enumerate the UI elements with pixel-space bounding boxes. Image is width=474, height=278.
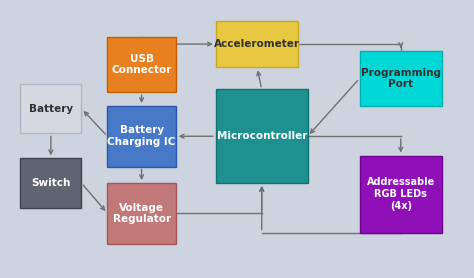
FancyBboxPatch shape — [20, 158, 82, 208]
FancyBboxPatch shape — [108, 106, 176, 167]
Text: Battery: Battery — [29, 104, 73, 114]
Text: Accelerometer: Accelerometer — [214, 39, 300, 49]
FancyBboxPatch shape — [20, 84, 82, 133]
Text: USB
Connector: USB Connector — [111, 54, 172, 76]
FancyBboxPatch shape — [108, 37, 176, 92]
FancyBboxPatch shape — [216, 21, 298, 68]
Text: Programming
Port: Programming Port — [361, 68, 441, 89]
Text: Microcontroller: Microcontroller — [217, 131, 307, 141]
Text: Addressable
RGB LEDs
(4x): Addressable RGB LEDs (4x) — [366, 177, 435, 211]
Text: Voltage
Regulator: Voltage Regulator — [112, 202, 171, 224]
FancyBboxPatch shape — [359, 155, 442, 233]
FancyBboxPatch shape — [108, 183, 176, 244]
FancyBboxPatch shape — [216, 90, 308, 183]
Text: Switch: Switch — [31, 178, 71, 188]
FancyBboxPatch shape — [359, 51, 442, 106]
Text: Battery
Charging IC: Battery Charging IC — [108, 125, 176, 147]
